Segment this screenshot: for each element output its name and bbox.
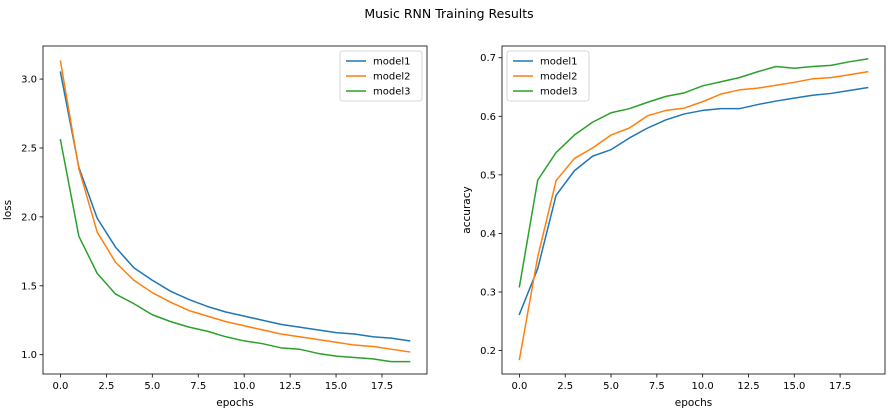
accuracy-legend-label-model3: model3 [540, 87, 578, 98]
accuracy-y-axis-label: accuracy [461, 186, 473, 233]
loss-x-tick-label: 12.5 [279, 381, 301, 392]
loss-y-tick-label: 1.0 [21, 350, 37, 361]
loss-x-tick-label: 17.5 [371, 381, 393, 392]
loss-series-line-model3 [59, 138, 411, 363]
accuracy-x-tick-label: 17.5 [829, 381, 851, 392]
loss-x-tick-label: 2.5 [98, 381, 114, 392]
accuracy-y-tick-label: 0.6 [480, 112, 496, 123]
loss-legend-label-model1: model1 [373, 57, 411, 68]
accuracy-x-tick-label: 2.5 [557, 381, 573, 392]
accuracy-x-tick-label: 0.0 [511, 381, 527, 392]
loss-y-tick-label: 2.0 [21, 212, 37, 223]
loss-series-line-model2 [59, 60, 411, 353]
accuracy-legend-box [506, 50, 590, 102]
loss-chart: 0.0 2.5 5.0 7.5 10.0 12.5 15.0 17.5 1.0 1.5 2.0 2.5… [2, 45, 428, 409]
accuracy-y-tick-label: 0.5 [480, 170, 496, 181]
accuracy-x-tick-label: 12.5 [737, 381, 759, 392]
loss-y-axis-label: loss [2, 200, 14, 220]
accuracy-x-axis-label: epochs [675, 397, 712, 409]
loss-y-tick-label: 1.5 [21, 281, 37, 292]
loss-legend-label-model3: model3 [373, 87, 411, 98]
accuracy-y-tick-label: 0.3 [480, 288, 496, 299]
accuracy-y-tick-label: 0.4 [480, 229, 496, 240]
loss-series-line-model1 [59, 71, 411, 342]
figure-title: Music RNN Training Results [364, 6, 533, 21]
loss-legend: model1 model2 model3 [339, 50, 423, 102]
accuracy-series-line-model3 [518, 58, 869, 288]
accuracy-x-tick-label: 10.0 [692, 381, 714, 392]
loss-x-tick-label: 10.0 [233, 381, 255, 392]
accuracy-x-tick-label: 15.0 [783, 381, 805, 392]
loss-x-axis-label: epochs [216, 397, 253, 409]
accuracy-legend-label-model1: model1 [540, 57, 578, 68]
accuracy-legend: model1 model2 model3 [506, 50, 590, 102]
loss-legend-box [339, 50, 423, 102]
loss-y-tick-label: 2.5 [21, 143, 37, 154]
loss-y-tick-label: 3.0 [21, 75, 37, 86]
accuracy-y-tick-label: 0.2 [480, 346, 496, 357]
loss-x-tick-label: 0.0 [53, 381, 69, 392]
loss-x-tick-label: 7.5 [190, 381, 206, 392]
loss-x-tick-label: 5.0 [144, 381, 160, 392]
accuracy-x-tick-label: 7.5 [649, 381, 665, 392]
accuracy-plot-frame [501, 45, 886, 375]
accuracy-x-tick-label: 5.0 [603, 381, 619, 392]
loss-legend-label-model2: model2 [373, 72, 411, 83]
accuracy-chart: 0.0 2.5 5.0 7.5 10.0 12.5 15.0 17.5 0.2 0.3 0.4 0.5… [461, 45, 886, 409]
accuracy-series-line-model2 [518, 70, 869, 361]
loss-plot-frame [42, 45, 428, 375]
accuracy-series-line-model1 [518, 86, 869, 316]
accuracy-y-tick-label: 0.7 [480, 53, 496, 64]
loss-x-tick-label: 15.0 [325, 381, 347, 392]
accuracy-legend-label-model2: model2 [540, 72, 578, 83]
